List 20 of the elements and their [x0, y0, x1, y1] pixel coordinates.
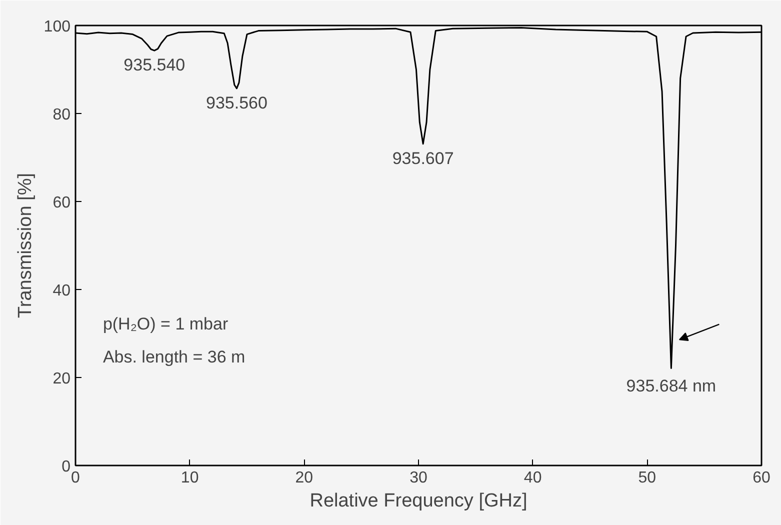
y-tick-label: 20: [52, 370, 71, 388]
y-axis-title: Transmission [%]: [14, 173, 36, 318]
x-tick-label: 60: [752, 470, 770, 486]
annotation: Abs. length = 36 m: [102, 348, 246, 366]
y-tick-label: 60: [52, 194, 71, 212]
y-tick-label: 80: [52, 106, 71, 124]
x-tick-label: 40: [524, 470, 542, 486]
x-axis-title: Relative Frequency [GHz]: [310, 490, 528, 512]
y-tick-label: 0: [62, 458, 71, 476]
x-tick-label: 50: [638, 470, 656, 486]
x-tick-label: 30: [410, 470, 428, 486]
y-tick-label: 40: [52, 282, 71, 300]
annotation: 935.560: [206, 93, 268, 112]
x-tick-label: 10: [180, 470, 199, 486]
annotation: p(H₂O) = 1 mbar: [102, 314, 228, 334]
annotation: 935.540: [124, 56, 186, 75]
y-tick-label: 100: [44, 18, 71, 36]
x-tick-label: 20: [295, 470, 314, 486]
annotation: 935.684 nm: [626, 376, 716, 396]
annotation: 935.607: [392, 148, 454, 168]
